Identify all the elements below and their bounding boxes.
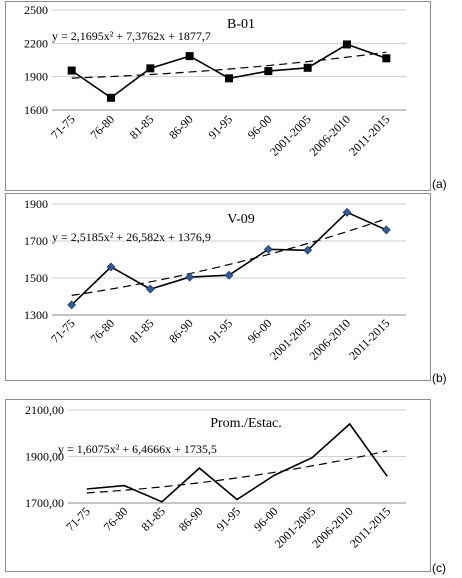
y-tick-label: 1300	[24, 308, 48, 322]
x-tick-label: 2006-2010	[306, 316, 353, 363]
x-tick-label: 2001-2005	[267, 112, 314, 159]
y-tick-label: 2500	[24, 3, 48, 17]
data-point	[67, 300, 77, 310]
chart-panel-c: 1700,00 1900,00 2100,00 71-75 76-80 81-85 86-9…	[5, 399, 431, 572]
trendline	[71, 51, 387, 79]
y-tick-label: 1700	[24, 234, 48, 248]
data-point	[381, 225, 391, 235]
data-point	[146, 64, 155, 73]
x-tick-label: 81-85	[127, 316, 157, 346]
panel-label-c: (c)	[432, 561, 446, 575]
trend-equation: y = 2,5185x² + 26,582x + 1376,9	[52, 230, 211, 244]
x-tick-label: 86-90	[176, 504, 206, 534]
y-tick-label: 2100,00	[25, 403, 64, 417]
data-point	[107, 93, 115, 102]
y-tick-label: 1900	[24, 70, 48, 84]
chart-svg-c: 1700,00 1900,00 2100,00 71-75 76-80 81-85 86-9…	[25, 403, 406, 551]
chart-panel-a: 1600 1900 2200 2500 71-75 76-80 81-85 86-90 91-9…	[5, 1, 431, 191]
x-tick-label: 2011-2015	[347, 504, 393, 550]
y-tick-label: 1700,00	[25, 496, 64, 510]
x-tick-label: 2006-2010	[306, 112, 353, 159]
y-tick-label: 1500	[24, 271, 48, 285]
trendline	[71, 218, 387, 296]
data-point	[303, 63, 312, 72]
data-point	[303, 245, 313, 255]
data-point	[382, 54, 391, 63]
y-tick-label: 1600	[24, 103, 48, 117]
x-tick-label: 2001-2005	[267, 316, 314, 363]
y-tick-label: 1900,00	[25, 450, 64, 464]
x-tick-label: 71-75	[63, 504, 93, 534]
data-point	[264, 67, 273, 76]
trend-equation: y = 1,6075x² + 6,4666x + 1735,5	[58, 442, 217, 456]
x-tick-label: 96-00	[251, 504, 281, 534]
x-tick-label: 86-90	[166, 316, 196, 346]
trend-equation: y = 2,1695x² + 7,3762x + 1877,7	[52, 29, 211, 43]
x-tick-label: 86-90	[166, 112, 196, 142]
x-tick-label: 96-00	[245, 316, 275, 346]
data-point	[185, 272, 195, 282]
chart-svg-b: 1300 1500 1700 1900 71-75 76-80 81-85 86-90 91-9…	[24, 197, 406, 363]
data-point	[145, 284, 155, 294]
data-point	[224, 270, 234, 280]
data-point	[343, 40, 351, 49]
x-tick-label: 81-85	[138, 504, 168, 534]
data-point	[342, 207, 352, 217]
x-tick-label: 91-95	[205, 112, 235, 142]
x-tick-label: 71-75	[48, 112, 78, 142]
x-tick-label: 76-80	[101, 504, 131, 534]
series-line	[71, 43, 387, 99]
x-tick-label: 76-80	[87, 112, 117, 142]
y-tick-label: 1900	[24, 197, 48, 211]
series-line	[86, 422, 388, 503]
x-tick-label: 91-95	[213, 504, 243, 534]
chart-panel-b: 1300 1500 1700 1900 71-75 76-80 81-85 86-90 91-9…	[5, 193, 431, 381]
x-tick-label: 2011-2015	[346, 316, 392, 362]
chart-title: V-09	[227, 212, 255, 227]
trendline	[86, 450, 388, 494]
x-tick-label: 76-80	[87, 316, 117, 346]
chart-title: B-01	[227, 17, 255, 32]
data-point	[185, 52, 194, 61]
panel-label-a: (a)	[432, 177, 447, 191]
x-tick-label: 71-75	[48, 316, 78, 346]
panel-label-b: (b)	[432, 371, 447, 385]
x-tick-label: 81-85	[127, 112, 157, 142]
x-tick-label: 2006-2010	[309, 504, 356, 551]
data-point	[225, 74, 233, 83]
data-point	[263, 244, 273, 254]
y-tick-label: 2200	[24, 36, 48, 50]
x-tick-label: 96-00	[245, 112, 275, 142]
x-tick-label: 91-95	[205, 316, 235, 346]
data-point	[106, 262, 116, 272]
chart-svg-a: 1600 1900 2200 2500 71-75 76-80 81-85 86-90 91-9…	[24, 3, 406, 159]
data-point	[67, 66, 76, 75]
x-tick-label: 2011-2015	[346, 112, 392, 158]
chart-title: Prom./Estac.	[210, 416, 282, 431]
